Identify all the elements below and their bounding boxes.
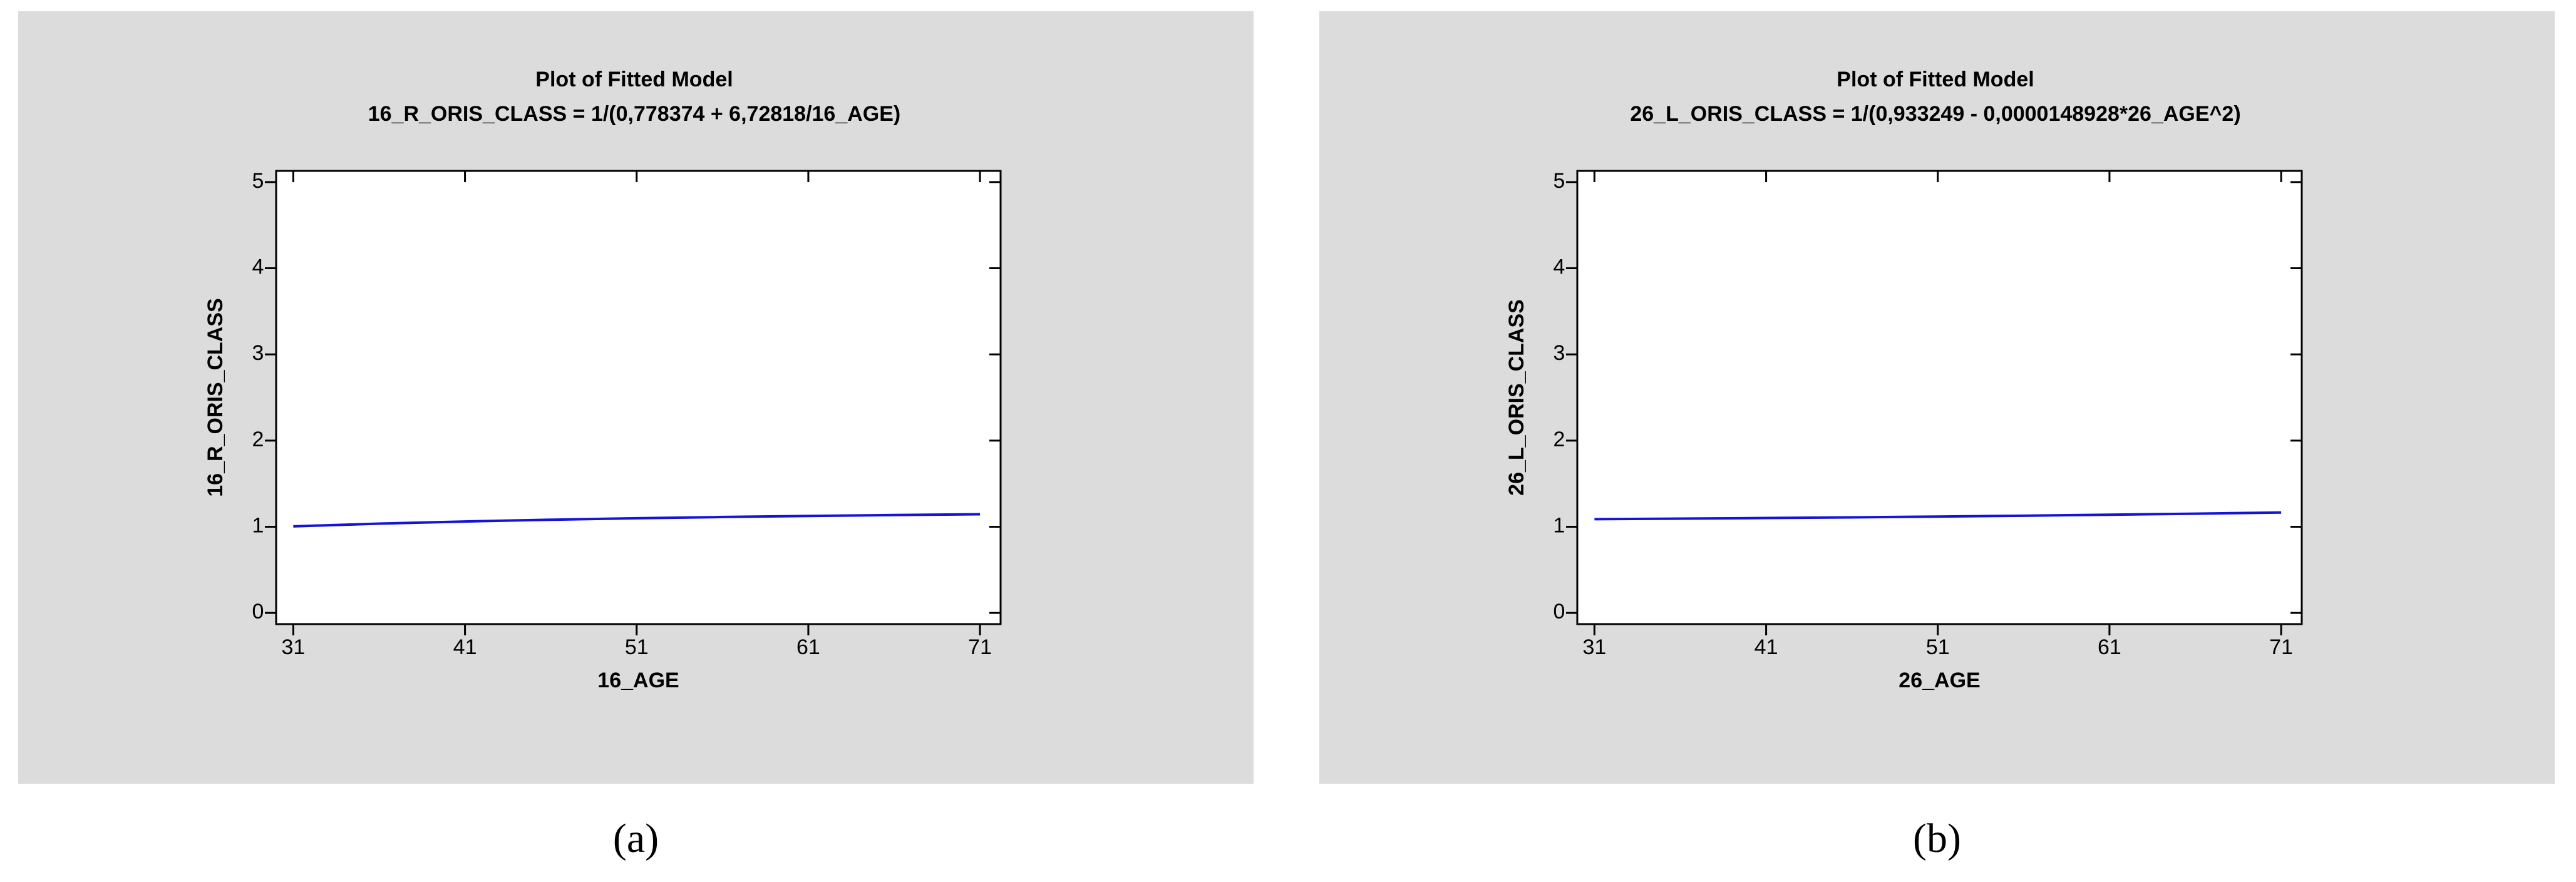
y-tick-label: 4 [252, 255, 264, 279]
plot-frame [1576, 170, 2303, 625]
x-tick-label: 41 [1754, 635, 1778, 659]
panel-label: (a) [613, 816, 659, 861]
x-tick-label: 41 [453, 635, 477, 659]
chart-subtitle: 26_L_ORIS_CLASS = 1/(0,933249 - 0,000014… [1630, 102, 2240, 126]
y-axis-label: 26_L_ORIS_CLASS [1505, 299, 1528, 496]
x-tick-label: 51 [625, 635, 649, 659]
x-tick-label: 51 [1926, 635, 1950, 659]
fitted-line [1594, 511, 2282, 521]
plot-area [1577, 171, 2302, 624]
y-tick-label: 5 [252, 169, 264, 193]
y-axis-label: 16_R_ORIS_CLASS [204, 298, 227, 496]
y-tick-label: 1 [1553, 513, 1565, 537]
x-tick-label: 31 [1583, 635, 1607, 659]
y-tick-label: 4 [1553, 255, 1565, 279]
x-tick-label: 61 [796, 635, 820, 659]
plot-area [276, 171, 1001, 624]
chart-panel: Plot of Fitted Model 26_L_ORIS_CLASS = 1/… [1319, 11, 2555, 784]
plot-frame [275, 170, 1002, 625]
y-tick-label: 3 [1553, 341, 1565, 365]
panel-label: (b) [1913, 816, 1961, 861]
y-tick-label: 1 [252, 513, 264, 537]
x-tick-label: 71 [2269, 635, 2293, 659]
chart-panel: Plot of Fitted Model 16_R_ORIS_CLASS = 1/… [18, 11, 1254, 784]
x-axis-label: 16_AGE [597, 669, 679, 692]
x-tick-label: 61 [2098, 635, 2121, 659]
x-axis-label: 26_AGE [1899, 669, 1980, 692]
x-tick-label: 71 [968, 635, 992, 659]
chart-title: Plot of Fitted Model [1837, 68, 2034, 91]
fitted-line [293, 513, 981, 528]
y-tick-label: 0 [1553, 600, 1565, 623]
y-tick-label: 5 [1553, 169, 1565, 193]
y-tick-label: 3 [252, 341, 264, 365]
y-tick-label: 0 [252, 600, 264, 623]
y-tick-label: 2 [1553, 428, 1565, 451]
chart-title: Plot of Fitted Model [535, 68, 733, 91]
x-tick-label: 31 [282, 635, 306, 659]
y-tick-label: 2 [252, 428, 264, 451]
chart-subtitle: 16_R_ORIS_CLASS = 1/(0,778374 + 6,72818/… [368, 102, 901, 126]
